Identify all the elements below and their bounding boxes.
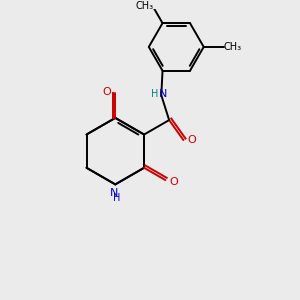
Text: CH₃: CH₃: [135, 1, 153, 10]
Text: N: N: [110, 188, 118, 197]
Text: O: O: [103, 87, 112, 97]
Text: O: O: [187, 135, 196, 145]
Text: CH₃: CH₃: [223, 42, 241, 52]
Text: N: N: [159, 89, 167, 99]
Text: H: H: [151, 89, 159, 99]
Text: H: H: [113, 193, 120, 203]
Text: O: O: [169, 176, 178, 187]
